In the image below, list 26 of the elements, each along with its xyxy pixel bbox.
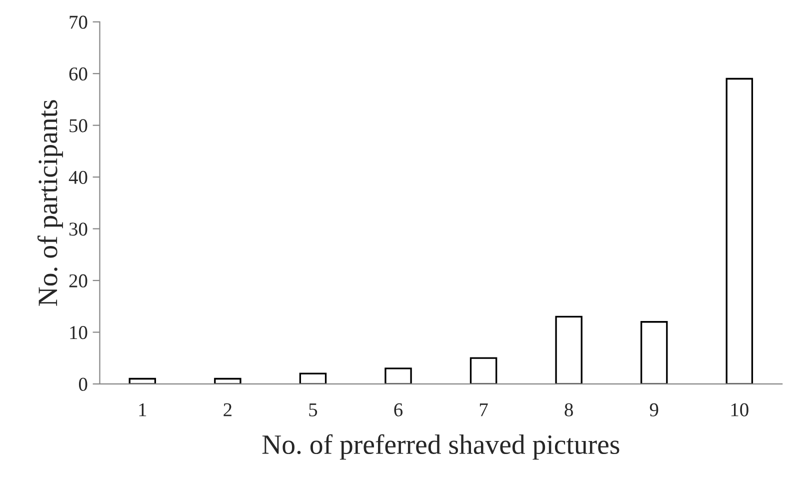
y-axis-title: No. of participants bbox=[37, 100, 63, 306]
bar bbox=[555, 316, 582, 384]
x-tick-label: 6 bbox=[394, 403, 403, 416]
x-axis-title: No. of preferred shaved pictures bbox=[262, 434, 620, 460]
x-tick-label: 7 bbox=[480, 403, 488, 416]
x-tick-label: 1 bbox=[139, 403, 146, 416]
y-tick-label: 10 bbox=[70, 326, 88, 340]
y-tick-label: 50 bbox=[70, 119, 88, 132]
y-tick-label: 30 bbox=[69, 222, 88, 236]
bar bbox=[214, 378, 242, 384]
x-tick-label: 9 bbox=[650, 403, 658, 416]
bar bbox=[128, 378, 156, 384]
y-tick-label: 20 bbox=[69, 274, 88, 288]
x-tick-label: 5 bbox=[309, 403, 318, 416]
x-tick-label: 10 bbox=[731, 403, 748, 416]
x-tick-label: 8 bbox=[564, 403, 573, 416]
bar bbox=[470, 357, 498, 384]
y-tick-label: 40 bbox=[68, 170, 88, 184]
y-tick-label: 70 bbox=[70, 16, 88, 29]
y-tick-label: 0 bbox=[78, 378, 88, 391]
bar bbox=[726, 78, 754, 384]
bar bbox=[640, 321, 668, 384]
y-tick-label: 60 bbox=[69, 67, 88, 81]
bar bbox=[384, 368, 412, 384]
x-tick-label: 2 bbox=[224, 403, 232, 416]
bar bbox=[299, 372, 327, 384]
